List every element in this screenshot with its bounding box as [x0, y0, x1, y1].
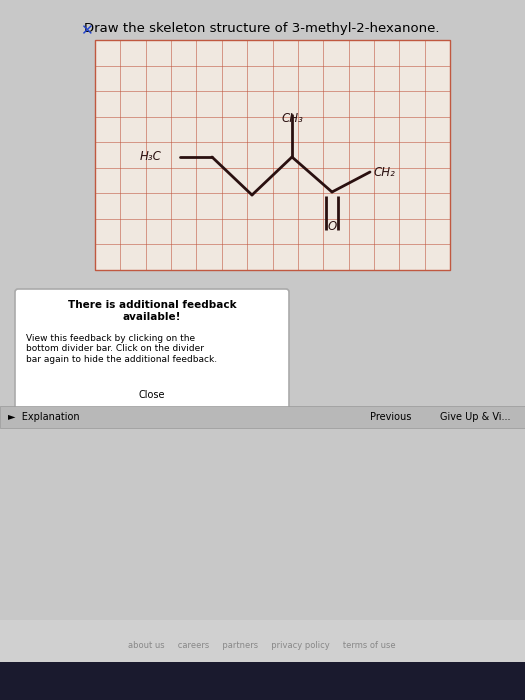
Text: CH₂: CH₂	[374, 165, 396, 178]
Bar	[0, 406, 525, 428]
Text: ✕: ✕	[80, 23, 93, 38]
Text: View this feedback by clicking on the
bottom divider bar. Click on the divider
b: View this feedback by clicking on the bo…	[26, 334, 217, 364]
Bar	[0, 620, 525, 700]
Text: Give Up & Vi...: Give Up & Vi...	[440, 412, 510, 422]
Text: ►  Explanation: ► Explanation	[8, 412, 80, 422]
Bar	[95, 40, 450, 270]
Text: Previous: Previous	[370, 412, 412, 422]
Text: Draw the skeleton structure of 3-methyl-2-hexanone.: Draw the skeleton structure of 3-methyl-…	[84, 22, 440, 35]
Text: O: O	[328, 220, 337, 233]
Text: CH₃: CH₃	[281, 112, 303, 125]
Text: H₃C: H₃C	[140, 150, 162, 164]
Text: There is additional feedback
available!: There is additional feedback available!	[68, 300, 236, 321]
Text: about us     careers     partners     privacy policy     terms of use: about us careers partners privacy policy…	[128, 640, 396, 650]
Text: Close: Close	[139, 390, 165, 400]
Bar	[0, 662, 525, 700]
FancyBboxPatch shape	[15, 289, 289, 413]
